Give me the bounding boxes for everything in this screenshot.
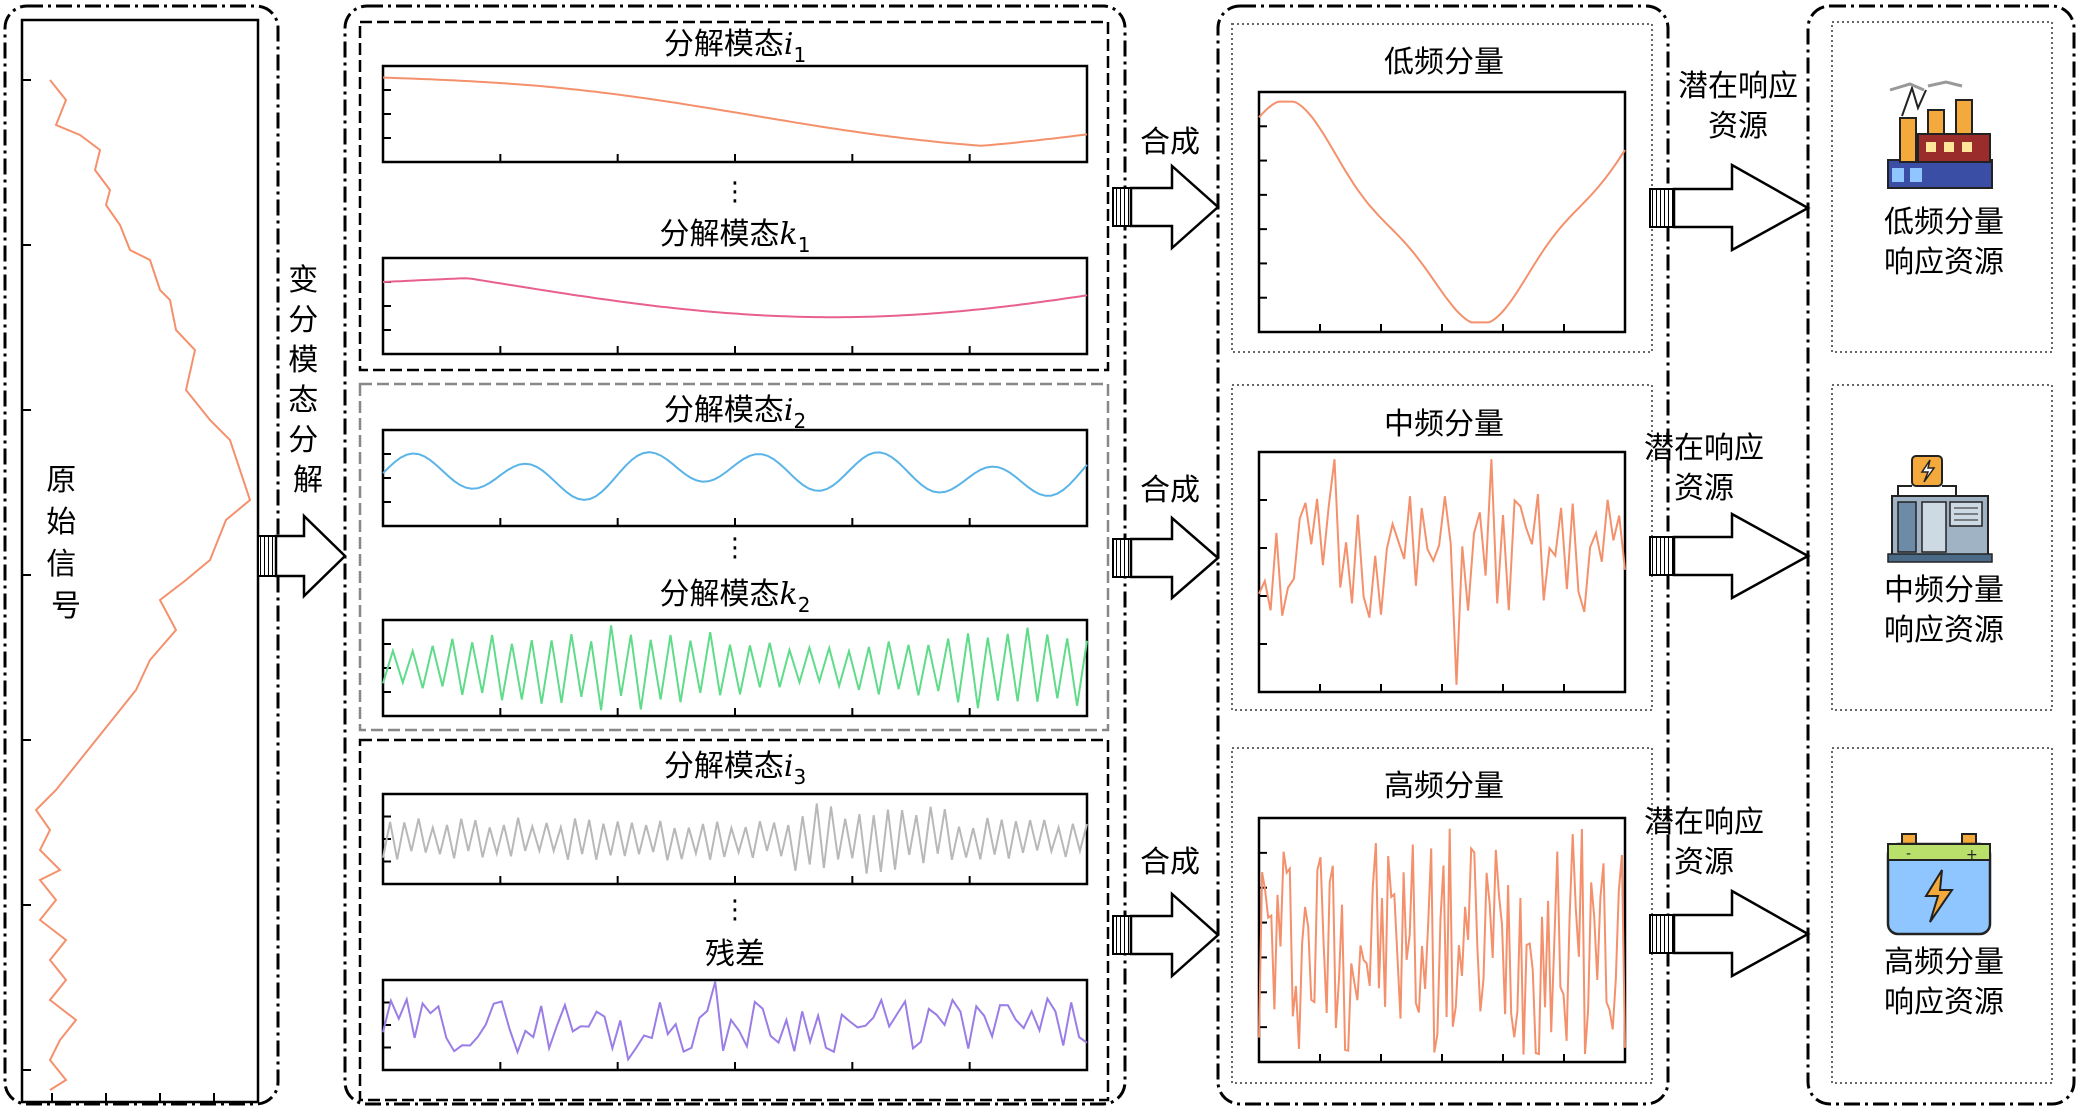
mode-plot-i3	[381, 792, 1089, 886]
power-plant-icon	[1887, 80, 1993, 189]
mode-plot-k2-line	[382, 625, 1088, 711]
resource-label-low-1: 低频分量	[1884, 205, 2004, 240]
mode-plot-k2	[381, 618, 1089, 718]
component-title-mid: 中频分量	[1384, 407, 1504, 442]
mode-plot-i1	[381, 64, 1089, 164]
svg-text:+: +	[1966, 847, 1978, 863]
svg-text:合成: 合成	[1140, 125, 1200, 160]
mode-ellipsis-2: ⋮	[722, 533, 748, 563]
potential-arrow-mid: 潜在响应 资源	[1644, 431, 1811, 601]
component-box-low	[1231, 23, 1653, 353]
svg-text:资源: 资源	[1674, 845, 1734, 880]
resource-label-low-2: 响应资源	[1884, 245, 2004, 280]
mode-plot-i3-line	[382, 803, 1088, 874]
mode-plot-residual	[381, 978, 1089, 1072]
generator-cabinet-icon	[1887, 455, 1993, 563]
mode-title-k1: 分解模态k1	[660, 217, 811, 257]
vmd-label: 变 分 模 态 分 解	[288, 263, 328, 498]
mode-title-k2: 分解模态k2	[660, 577, 811, 617]
mode-title-residual: 残差	[705, 937, 765, 972]
component-plot-high-line	[1258, 828, 1626, 1056]
mode-plot-i2-line	[382, 451, 1088, 501]
mode-plot-k1	[381, 256, 1089, 356]
mode-group-low	[358, 20, 1110, 372]
resource-label-high-1: 高频分量	[1884, 945, 2004, 980]
resource-box-mid	[1831, 384, 2053, 711]
svg-text:-: -	[1906, 846, 1911, 862]
mode-title-i2: 分解模态i2	[664, 393, 806, 433]
vmd-arrow	[257, 513, 347, 599]
component-title-high: 高频分量	[1384, 769, 1504, 804]
mode-plot-i2	[381, 428, 1089, 528]
component-plot-mid	[1257, 450, 1627, 694]
mode-group-high	[358, 738, 1110, 1102]
mode-ellipsis-3: ⋮	[722, 895, 748, 925]
original-plot-ticks	[22, 79, 215, 1102]
svg-text:资源: 资源	[1674, 471, 1734, 506]
original-signal-line	[34, 79, 252, 1091]
mode-plot-residual-line	[382, 981, 1088, 1062]
synth-arrow-low: 合成	[1112, 125, 1220, 251]
svg-text:合成: 合成	[1140, 845, 1200, 880]
svg-text:潜在响应: 潜在响应	[1644, 805, 1764, 840]
mode-ellipsis-1: ⋮	[722, 177, 748, 207]
component-plot-low	[1257, 90, 1627, 334]
svg-text:资源: 资源	[1708, 109, 1768, 144]
synth-arrow-mid: 合成	[1112, 473, 1220, 601]
mode-group-mid	[358, 382, 1110, 732]
resource-label-high-2: 响应资源	[1884, 985, 2004, 1020]
svg-text:潜在响应: 潜在响应	[1678, 69, 1798, 104]
component-plot-low-line	[1258, 100, 1626, 324]
mode-title-i1: 分解模态i1	[664, 27, 806, 67]
component-title-low: 低频分量	[1384, 45, 1504, 80]
component-plot-high	[1257, 816, 1627, 1064]
component-box-high	[1231, 747, 1653, 1084]
component-plots	[1257, 90, 1627, 1064]
resource-label-mid-1: 中频分量	[1884, 573, 2004, 608]
svg-text:合成: 合成	[1140, 473, 1200, 508]
resource-box-low	[1831, 21, 2053, 353]
potential-arrow-high: 潜在响应 资源	[1644, 805, 1811, 979]
original-signal-label: 原 始 信 号	[46, 463, 86, 624]
potential-arrow-low: 潜在响应 资源	[1649, 69, 1811, 253]
mode-plot-i1-line	[382, 76, 1088, 147]
synth-arrow-high: 合成	[1112, 845, 1220, 979]
component-plot-mid-line	[1258, 459, 1626, 685]
component-box-mid	[1231, 384, 1653, 711]
resource-box-high	[1831, 747, 2053, 1084]
mode-plot-k1-line	[382, 277, 1088, 319]
mode-plots	[381, 64, 1089, 1072]
battery-icon: - +	[1886, 833, 1992, 936]
resource-label-mid-2: 响应资源	[1884, 613, 2004, 648]
mode-title-i3: 分解模态i3	[664, 749, 806, 789]
svg-text:潜在响应: 潜在响应	[1644, 431, 1764, 466]
